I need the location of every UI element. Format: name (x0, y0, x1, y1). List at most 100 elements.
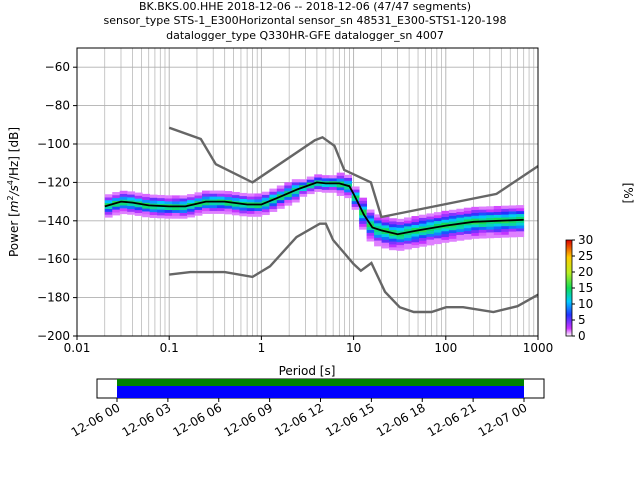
heatmap-cell (478, 215, 487, 219)
heatmap-cell (164, 201, 173, 205)
heatmap-cell (501, 231, 510, 235)
heatmap-cell (411, 216, 420, 220)
heatmap-cell (441, 213, 450, 217)
heatmap-cell (456, 228, 465, 233)
heatmap-cell (508, 208, 517, 212)
heatmap-cell (314, 182, 323, 187)
heatmap-cell (381, 227, 390, 232)
heatmap-cell (314, 185, 323, 190)
heatmap-cell (478, 232, 487, 236)
heatmap-cell (112, 209, 121, 213)
heatmap-cell (112, 206, 121, 210)
heatmap-cell (276, 188, 285, 192)
heatmap-cell (501, 217, 510, 221)
heatmap-cell (426, 242, 435, 246)
title-line-3: datalogger_type Q330HR-GFE datalogger_sn… (166, 29, 444, 42)
timeline-coverage-blue (117, 386, 524, 398)
heatmap-cell (299, 182, 308, 186)
y-tick-label: −180 (37, 291, 70, 305)
heatmap-cell (404, 246, 412, 250)
heatmap-cell (142, 211, 151, 215)
y-tick-label: −200 (37, 329, 70, 343)
x-axis-label: Period [s] (279, 364, 336, 378)
heatmap-cell (209, 210, 218, 214)
y-tick-label: −100 (37, 137, 70, 151)
heatmap-cell (187, 196, 195, 201)
heatmap-cell (246, 210, 255, 214)
heatmap-cell (418, 229, 427, 233)
heatmap-cell (344, 180, 353, 184)
heatmap-cell (104, 208, 113, 212)
heatmap-cell (179, 198, 188, 202)
heatmap-cell (463, 224, 472, 229)
heatmap-cell (261, 197, 270, 201)
heatmap-cell (351, 203, 360, 207)
heatmap-cell (216, 193, 225, 197)
heatmap-cell (112, 192, 121, 196)
heatmap-cell (404, 240, 412, 244)
heatmap-cell (231, 206, 240, 210)
heatmap-cell (389, 244, 397, 248)
heatmap-cell (508, 205, 517, 209)
heatmap-cell (501, 222, 510, 227)
heatmap-cell (418, 217, 427, 221)
heatmap-cell (299, 187, 308, 192)
heatmap-cell (426, 224, 435, 229)
heatmap-cell (239, 204, 248, 208)
heatmap-cell (359, 226, 368, 230)
heatmap-cell (366, 235, 375, 239)
heatmap-cell (329, 175, 338, 179)
heatmap-cell (478, 220, 487, 225)
title-line-2: sensor_type STS-1_E300Horizontal sensor_… (104, 14, 507, 27)
heatmap-cell (486, 212, 495, 216)
heatmap-cell (164, 198, 173, 202)
heatmap-cell (284, 202, 293, 206)
heatmap-cell (329, 186, 338, 190)
heatmap-cell (508, 222, 517, 226)
heatmap-cell (359, 209, 368, 213)
heatmap-cell (508, 214, 517, 218)
heatmap-cell (493, 234, 502, 238)
heatmap-cell (433, 217, 442, 222)
heatmap-cell (426, 219, 435, 223)
heatmap-cell (448, 227, 457, 231)
heatmap-cell (351, 206, 360, 210)
heatmap-cell (276, 202, 285, 206)
heatmap-cell (486, 206, 495, 210)
heatmap-cell (433, 238, 442, 242)
heatmap-cell (486, 220, 495, 224)
heatmap-cell (127, 194, 136, 198)
heatmap-cell (501, 208, 510, 212)
heatmap-cell (501, 211, 510, 215)
heatmap-cell (396, 218, 405, 223)
heatmap-cell (508, 225, 517, 229)
heatmap-cell (224, 202, 233, 206)
heatmap-cell (157, 206, 166, 210)
heatmap-cell (486, 226, 495, 230)
heatmap-cell (471, 206, 480, 211)
heatmap-cell (441, 225, 450, 229)
heatmap-cell (516, 231, 525, 235)
heatmap-cell (216, 204, 225, 209)
heatmap-cell (261, 211, 270, 216)
heatmap-cell (381, 216, 390, 220)
title-line-1: BK.BKS.00.HHE 2018-12-06 -- 2018-12-06 (… (139, 0, 471, 13)
heatmap-cell (216, 207, 225, 212)
heatmap-cell (216, 210, 225, 214)
heatmap-cell (456, 226, 465, 230)
heatmap-cell (351, 189, 360, 193)
heatmap-cell (127, 211, 136, 215)
heatmap-cell (344, 189, 353, 193)
heatmap-cell (329, 189, 338, 193)
heatmap-cell (366, 229, 375, 233)
heatmap-cell (276, 197, 285, 201)
heatmap-cell (493, 223, 502, 227)
heatmap-cell (404, 228, 412, 233)
heatmap-cell (396, 239, 405, 243)
heatmap-cell (224, 208, 233, 212)
heatmap-cell (366, 209, 375, 213)
heatmap-cell (501, 234, 510, 238)
heatmap-cell (254, 204, 263, 209)
heatmap-cell (396, 236, 405, 240)
